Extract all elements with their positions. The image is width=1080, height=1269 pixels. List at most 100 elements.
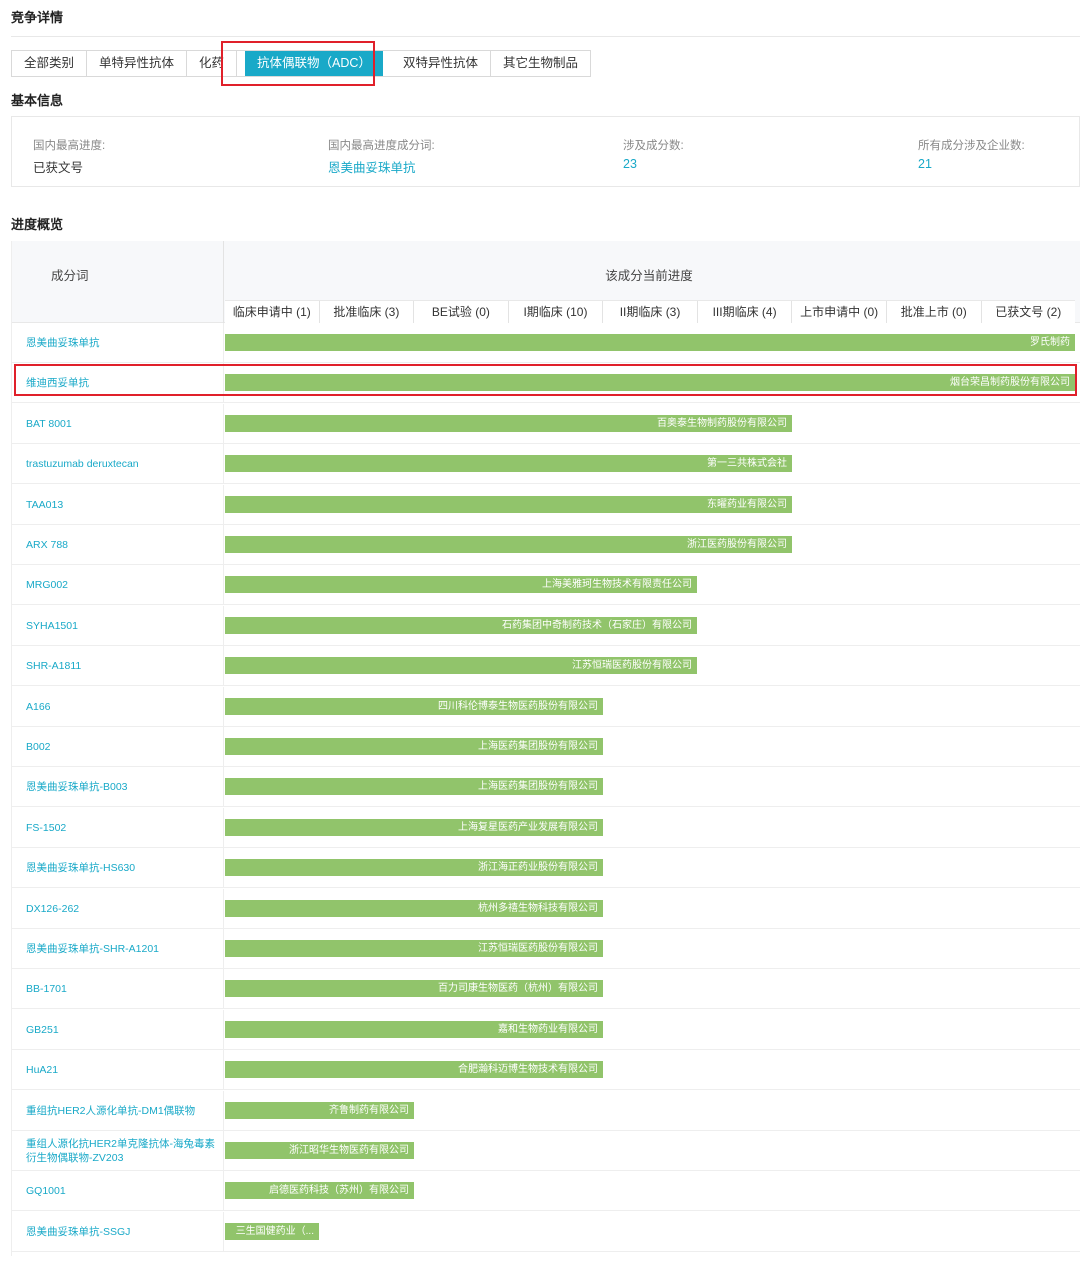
table-row: DX126-262 杭州多禧生物科技有限公司 <box>12 888 1080 929</box>
info-ingredient-count-link[interactable]: 23 <box>623 157 637 171</box>
ingredient-link[interactable]: TAA013 <box>12 484 224 525</box>
table-row: 恩美曲妥珠单抗-SHR-A1201 江苏恒瑞医药股份有限公司 <box>12 929 1080 969</box>
info-label: 所有成分涉及企业数: <box>918 140 1025 152</box>
progress-bar[interactable]: 江苏恒瑞医药股份有限公司 <box>225 657 697 675</box>
progress-bar[interactable]: 上海医药集团股份有限公司 <box>225 778 603 796</box>
stage-header-row: 临床申请中 (1) 批准临床 (3) BE试验 (0) I期临床 (10) II期临床 … <box>225 300 1075 323</box>
ingredient-link[interactable]: BAT 8001 <box>12 403 224 444</box>
table-row: 恩美曲妥珠单抗-SSGJ 三生国健药业（... <box>12 1211 1080 1252</box>
stage-header-6[interactable]: 上市申请中 (0) <box>792 301 887 323</box>
stage-header-7[interactable]: 批准上市 (0) <box>887 301 982 323</box>
progress-bar[interactable]: 百力司康生物医药（杭州）有限公司 <box>225 980 603 998</box>
table-row: FS-1502 上海复星医药产业发展有限公司 <box>12 807 1080 848</box>
info-ingredient-count: 涉及成分数: 23 <box>623 137 684 171</box>
progress-bar[interactable]: 上海美雅珂生物技术有限责任公司 <box>225 576 697 594</box>
progress-title: 进度概览 <box>11 217 64 232</box>
info-company-count: 所有成分涉及企业数: 21 <box>918 137 1025 171</box>
ingredient-link[interactable]: 恩美曲妥珠单抗-HS630 <box>12 848 224 889</box>
ingredient-link[interactable]: 维迪西妥单抗 <box>12 363 224 404</box>
ingredient-link[interactable]: A166 <box>12 686 224 727</box>
progress-column-header: 该成分当前进度 <box>605 269 693 283</box>
progress-bar[interactable]: 第一三共株式会社 <box>225 455 792 473</box>
progress-bar[interactable]: 石药集团中奇制药技术（石家庄）有限公司 <box>225 616 697 634</box>
ingredient-link[interactable]: GQ1001 <box>12 1171 224 1212</box>
tab-0[interactable]: 全部类别 <box>12 51 88 76</box>
ingredient-link[interactable]: 恩美曲妥珠单抗-SHR-A1201 <box>12 929 224 969</box>
ingredient-column-header: 成分词 <box>12 241 224 323</box>
table-row: A166 四川科伦博泰生物医药股份有限公司 <box>12 686 1080 727</box>
category-tabs: 全部类别 单特异性抗体 化药 抗体偶联物（ADC） 双特异性抗体 其它生物制品 <box>11 50 591 77</box>
ingredient-link[interactable]: 恩美曲妥珠单抗 <box>12 323 224 363</box>
basic-info-box: 国内最高进度: 已获文号 国内最高进度成分词: 恩美曲妥珠单抗 涉及成分数: 2… <box>11 116 1080 187</box>
info-value: 已获文号 <box>33 161 84 175</box>
ingredient-link[interactable]: 重组人源化抗HER2单克隆抗体-海兔毒素衍生物偶联物-ZV203 <box>12 1131 224 1171</box>
progress-bar[interactable]: 启德医药科技（苏州）有限公司 <box>225 1182 414 1200</box>
table-row: TAA013 东曜药业有限公司 <box>12 484 1080 525</box>
info-ingredient-link[interactable]: 恩美曲妥珠单抗 <box>328 161 416 175</box>
table-row: SHR-A1811 江苏恒瑞医药股份有限公司 <box>12 646 1080 687</box>
ingredient-link[interactable]: FS-1502 <box>12 807 224 848</box>
info-highest-ingredient: 国内最高进度成分词: 恩美曲妥珠单抗 <box>328 137 435 176</box>
progress-bar[interactable]: 东曜药业有限公司 <box>225 495 792 513</box>
tab-4[interactable]: 双特异性抗体 <box>391 51 491 76</box>
progress-bar[interactable]: 合肥瀚科迈博生物技术有限公司 <box>225 1061 603 1079</box>
progress-bar[interactable]: 浙江医药股份有限公司 <box>225 536 792 553</box>
stage-header-1[interactable]: 批准临床 (3) <box>320 301 415 323</box>
ingredient-link[interactable]: GB251 <box>12 1009 224 1050</box>
table-row: 重组抗HER2人源化单抗-DM1偶联物 齐鲁制药有限公司 <box>12 1090 1080 1131</box>
stage-header-4[interactable]: II期临床 (3) <box>603 301 698 323</box>
progress-table-header: 成分词 该成分当前进度 临床申请中 (1) 批准临床 (3) BE试验 (0) I期临… <box>12 241 1080 323</box>
table-row: 维迪西妥单抗 烟台荣昌制药股份有限公司 <box>12 363 1080 404</box>
progress-bar[interactable]: 四川科伦博泰生物医药股份有限公司 <box>225 697 603 715</box>
ingredient-link[interactable]: 恩美曲妥珠单抗-SSGJ <box>12 1211 224 1252</box>
table-row: MRG002 上海美雅珂生物技术有限责任公司 <box>12 565 1080 606</box>
ingredient-link[interactable]: DX126-262 <box>12 888 224 929</box>
stage-header-5[interactable]: III期临床 (4) <box>698 301 793 323</box>
progress-bar[interactable]: 杭州多禧生物科技有限公司 <box>225 899 603 917</box>
ingredient-link[interactable]: 重组抗HER2人源化单抗-DM1偶联物 <box>12 1090 224 1131</box>
info-highest-stage: 国内最高进度: 已获文号 <box>33 137 105 176</box>
ingredient-link[interactable]: trastuzumab deruxtecan <box>12 444 224 485</box>
info-company-count-link[interactable]: 21 <box>918 157 932 171</box>
progress-bar[interactable]: 嘉和生物药业有限公司 <box>225 1020 603 1038</box>
title-divider <box>11 36 1080 37</box>
tab-5[interactable]: 其它生物制品 <box>502 56 578 70</box>
page-title: 竞争详情 <box>11 10 64 25</box>
table-row: 恩美曲妥珠单抗-B003 上海医药集团股份有限公司 <box>12 767 1080 808</box>
stage-header-2[interactable]: BE试验 (0) <box>414 301 509 323</box>
progress-bar[interactable]: 浙江昭华生物医药有限公司 <box>225 1142 414 1159</box>
stage-header-0[interactable]: 临床申请中 (1) <box>225 301 320 323</box>
ingredient-link[interactable]: B002 <box>12 727 224 767</box>
progress-bar[interactable]: 百奥泰生物制药股份有限公司 <box>225 414 792 432</box>
info-label: 国内最高进度: <box>33 140 106 152</box>
progress-bar[interactable]: 三生国健药业（... <box>225 1222 319 1240</box>
tab-1[interactable]: 单特异性抗体 <box>87 51 188 76</box>
ingredient-header-label: 成分词 <box>51 269 89 283</box>
ingredient-link[interactable]: SYHA1501 <box>12 605 224 646</box>
progress-bar[interactable]: 江苏恒瑞医药股份有限公司 <box>225 940 603 957</box>
table-row: ARX 788 浙江医药股份有限公司 <box>12 525 1080 565</box>
tab-3[interactable]: 抗体偶联物（ADC） <box>245 51 383 76</box>
info-label: 国内最高进度成分词: <box>328 140 435 152</box>
table-row: B002 上海医药集团股份有限公司 <box>12 727 1080 767</box>
table-row: BB-1701 百力司康生物医药（杭州）有限公司 <box>12 969 1080 1010</box>
progress-bar[interactable]: 浙江海正药业股份有限公司 <box>225 859 603 877</box>
ingredient-link[interactable]: HuA21 <box>12 1050 224 1091</box>
tab-2[interactable]: 化药 <box>187 51 238 76</box>
ingredient-link[interactable]: 恩美曲妥珠单抗-B003 <box>12 767 224 808</box>
stage-header-8[interactable]: 已获文号 (2) <box>995 305 1062 319</box>
progress-bar[interactable]: 罗氏制药 <box>225 334 1075 351</box>
stage-header-3[interactable]: I期临床 (10) <box>509 301 604 323</box>
progress-bar[interactable]: 上海医药集团股份有限公司 <box>225 738 603 755</box>
info-label: 涉及成分数: <box>623 140 684 152</box>
ingredient-link[interactable]: BB-1701 <box>12 969 224 1010</box>
progress-bar[interactable]: 烟台荣昌制药股份有限公司 <box>225 374 1075 392</box>
table-row: trastuzumab deruxtecan 第一三共株式会社 <box>12 444 1080 485</box>
ingredient-link[interactable]: MRG002 <box>12 565 224 606</box>
progress-bar[interactable]: 上海复星医药产业发展有限公司 <box>225 818 603 836</box>
ingredient-link[interactable]: SHR-A1811 <box>12 646 224 687</box>
progress-bar[interactable]: 齐鲁制药有限公司 <box>225 1101 414 1119</box>
ingredient-link[interactable]: ARX 788 <box>12 525 224 565</box>
table-row: 重组人源化抗HER2单克隆抗体-海兔毒素衍生物偶联物-ZV203 浙江昭华生物医药… <box>12 1131 1080 1171</box>
table-row: GQ1001 启德医药科技（苏州）有限公司 <box>12 1171 1080 1212</box>
